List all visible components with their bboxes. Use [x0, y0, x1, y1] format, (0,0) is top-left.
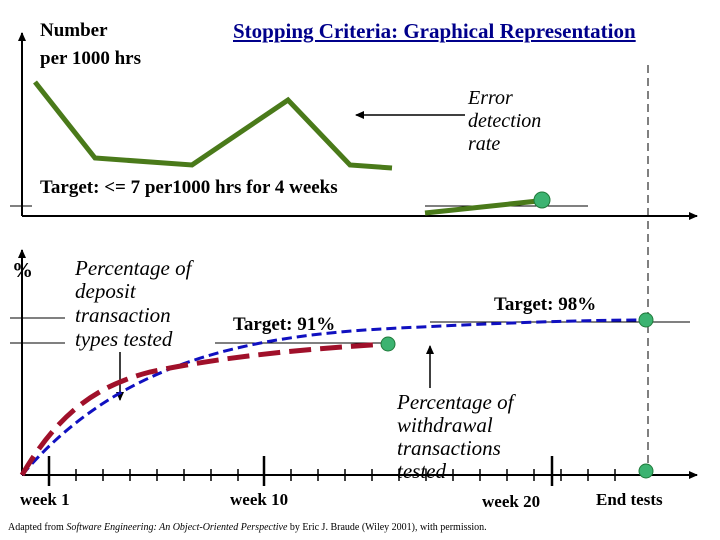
caption-book-title: Software Engineering: An Object-Oriented… — [66, 522, 288, 533]
withdrawal-label-line4: tested — [397, 459, 446, 483]
caption-prefix: Adapted from — [8, 522, 67, 533]
page-title: Stopping Criteria: Graphical Representat… — [233, 19, 636, 43]
source-caption: Adapted from Software Engineering: An Ob… — [8, 522, 487, 533]
annotation-line3: rate — [468, 133, 501, 155]
error-rate-line — [33, 80, 393, 171]
deposit-label-line1: Percentage of — [75, 256, 192, 280]
x-label-week-20: week 20 — [482, 492, 541, 511]
error-rate-series — [33, 80, 551, 216]
error-target-marker — [533, 191, 551, 209]
target-98-label: Target: 98% — [494, 294, 597, 315]
bottom-y-label: % — [12, 258, 33, 282]
withdrawal-series-line — [20, 318, 649, 476]
error-rate-tail — [424, 198, 539, 216]
annotation-line2: detection — [468, 110, 542, 132]
top-y-label-line1: Number — [40, 20, 108, 41]
deposit-series-line — [19, 341, 389, 477]
deposit-label-line3: transaction — [75, 303, 171, 327]
withdrawal-label-line3: transactions — [397, 436, 501, 460]
withdrawal-label-line2: withdrawal — [397, 413, 493, 437]
end-tests-marker — [638, 463, 654, 479]
deposit-target-marker — [380, 336, 396, 352]
x-axis-ticks — [47, 456, 616, 486]
x-label-end-tests: End tests — [596, 490, 663, 509]
deposit-label-line4: types tested — [75, 327, 173, 351]
top-target-label: Target: <= 7 per1000 hrs for 4 weeks — [40, 177, 338, 198]
x-label-week-10: week 10 — [230, 490, 289, 509]
target-91-label: Target: 91% — [233, 314, 336, 335]
annotation-line1: Error — [468, 87, 513, 109]
deposit-label-line2: deposit — [75, 279, 136, 303]
x-label-week-1: week 1 — [20, 490, 70, 509]
withdrawal-target-marker — [638, 312, 654, 328]
top-y-label-line2: per 1000 hrs — [40, 48, 141, 69]
caption-suffix: by Eric J. Braude (Wiley 2001), with per… — [287, 522, 487, 533]
withdrawal-label-line1: Percentage of — [397, 390, 514, 414]
